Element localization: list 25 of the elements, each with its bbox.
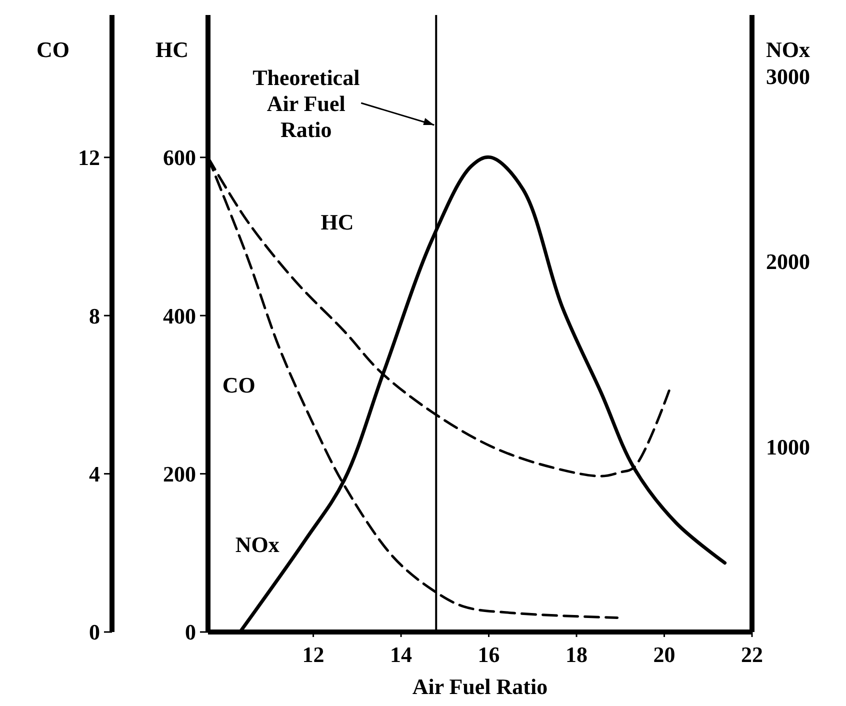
y2-tick-label: 2000 — [766, 249, 810, 274]
ref-line-label: Theoretical Air Fuel Ratio — [252, 65, 360, 142]
x-tick-label: 16 — [478, 642, 500, 667]
y2-tick-label: 3000 — [766, 64, 810, 89]
y3-tick-label: 0 — [89, 620, 100, 645]
x-tick-label: 14 — [390, 642, 412, 667]
y-tick-label: 400 — [163, 303, 196, 328]
y-axis-title: HC — [156, 37, 188, 62]
y3-tick-label: 4 — [89, 461, 100, 486]
y3-tick-label: 12 — [78, 145, 100, 170]
x-tick-label: 22 — [741, 642, 763, 667]
x-axis-title: Air Fuel Ratio — [412, 674, 548, 699]
y3-axis-title: CO — [36, 37, 70, 62]
y-tick-label: 0 — [185, 620, 196, 645]
series-label: NOx — [235, 532, 280, 557]
x-tick-label: 20 — [653, 642, 676, 667]
y-tick-label: 200 — [163, 461, 196, 486]
series-label: CO — [222, 372, 256, 398]
y-tick-label: 600 — [163, 145, 196, 170]
x-tick-label: 12 — [302, 642, 324, 667]
y3-tick-label: 8 — [89, 303, 100, 328]
text: HC — [320, 210, 354, 235]
x-tick-label: 18 — [566, 642, 588, 667]
y2-tick-label: 1000 — [766, 434, 810, 460]
y2-axis-title: NOx — [766, 37, 810, 62]
